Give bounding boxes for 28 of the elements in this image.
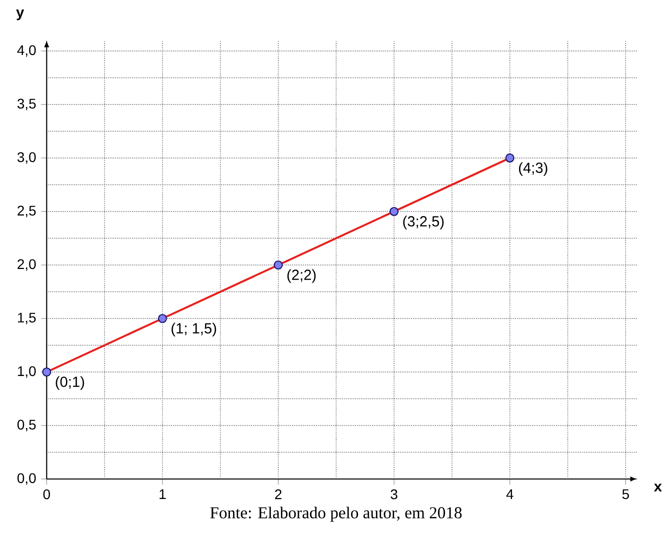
y-tick-label: 2,0 [18,259,36,271]
point [505,153,514,163]
x-tick-label: 2 [275,489,282,500]
annotation: (0;1) [56,376,84,390]
y-tick-label: 2,5 [18,206,36,218]
annotation: (3;2,5) [403,216,444,230]
annotation: (1; 1,5) [172,322,216,336]
x-tick-label: 4 [506,489,514,499]
y-tick-label: 0,5 [17,420,36,432]
point [158,314,167,324]
y-tick-label: 1,0 [18,366,36,378]
y-tick-label: 0,0 [17,473,36,485]
point [390,206,399,216]
y-tick-label: 1,5 [18,312,36,324]
x-axis-title: x [654,484,662,492]
x-tick-label: 5 [622,489,629,500]
y-tick-label: 4,0 [17,45,36,57]
point [274,260,283,270]
point [42,367,52,377]
annotation: (2;2) [287,269,316,283]
x-tick-label: 0 [43,489,50,500]
y-tick-label: 3,5 [17,98,36,110]
annotation: (4;3) [519,162,548,176]
x-tick-label: 3 [390,489,398,500]
x-tick-label: 1 [160,489,166,499]
y-tick-label: 3,0 [17,152,36,164]
source-note: Fonte: Elaborado pelo autor, em 2018 [210,506,462,522]
y-axis-title: y [16,10,24,20]
